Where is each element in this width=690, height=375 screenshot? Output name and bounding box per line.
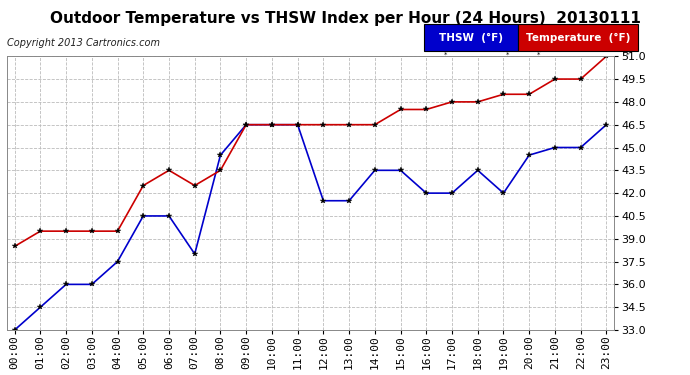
Text: Outdoor Temperature vs THSW Index per Hour (24 Hours)  20130111: Outdoor Temperature vs THSW Index per Ho…: [50, 11, 640, 26]
Text: *: *: [444, 51, 446, 57]
Text: *: *: [537, 51, 540, 57]
Text: *: *: [506, 51, 509, 57]
Text: Temperature  (°F): Temperature (°F): [526, 33, 630, 42]
Text: Copyright 2013 Cartronics.com: Copyright 2013 Cartronics.com: [7, 38, 160, 48]
Text: THSW  (°F): THSW (°F): [439, 33, 503, 42]
Text: *: *: [627, 51, 629, 57]
